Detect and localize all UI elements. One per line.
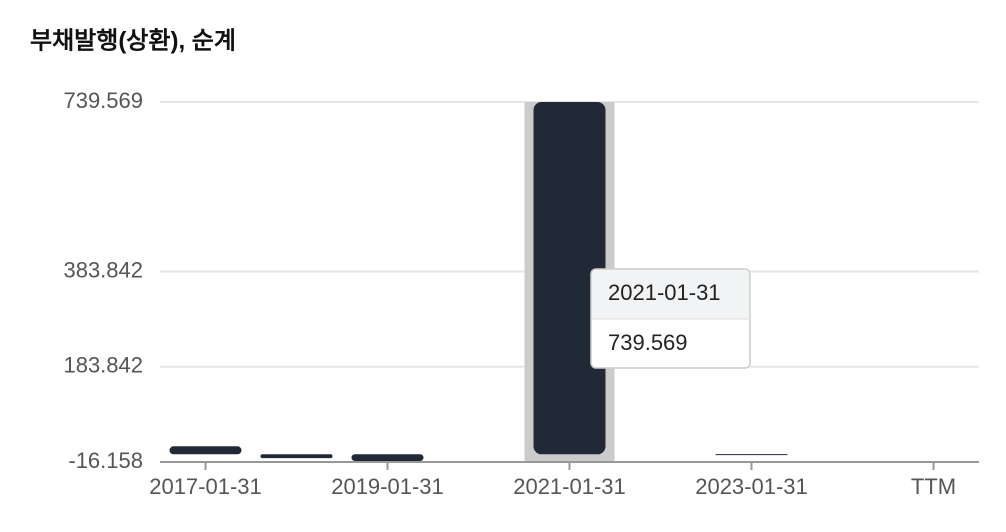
y-tick-label: 739.569 bbox=[63, 88, 143, 113]
x-tick-label: 2023-01-31 bbox=[695, 474, 808, 499]
tooltip-title: 2021-01-31 bbox=[608, 280, 721, 305]
x-tick-label: 2017-01-31 bbox=[149, 474, 262, 499]
y-tick-label: 183.842 bbox=[63, 353, 143, 378]
x-tick-label: 2019-01-31 bbox=[331, 474, 444, 499]
bar bbox=[260, 454, 333, 459]
x-tick-label: 2021-01-31 bbox=[513, 474, 626, 499]
bar bbox=[715, 454, 788, 456]
bar bbox=[351, 454, 424, 461]
y-tick-label: 383.842 bbox=[63, 257, 143, 282]
y-tick-label: -16.158 bbox=[68, 448, 143, 473]
bar bbox=[169, 446, 242, 455]
tooltip-header bbox=[592, 270, 749, 319]
bar bbox=[533, 102, 606, 455]
chart-title: 부채발행(상환), 순계 bbox=[30, 27, 236, 54]
tooltip-value: 739.569 bbox=[608, 330, 688, 355]
x-tick-label: TTM bbox=[911, 474, 956, 499]
